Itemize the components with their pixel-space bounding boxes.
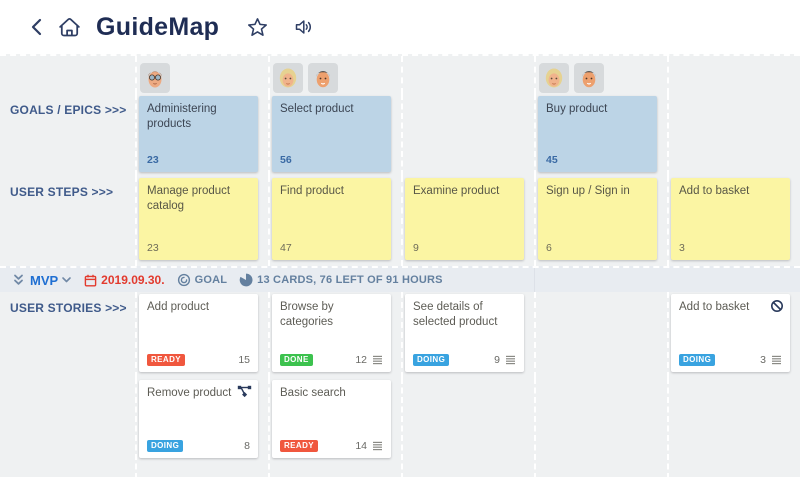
avatar-man-glasses[interactable] <box>140 63 170 93</box>
release-goal-text: GOAL <box>194 274 228 286</box>
status-badge[interactable]: DOING <box>147 440 184 452</box>
card-menu-icon[interactable] <box>372 355 383 365</box>
card-title: Remove product <box>147 387 232 399</box>
column5-avatars <box>667 56 800 94</box>
status-badge[interactable]: DONE <box>280 354 313 366</box>
speaker-icon[interactable] <box>294 18 314 36</box>
card-menu-icon[interactable] <box>771 355 782 365</box>
card-title: Administering products <box>147 103 217 130</box>
stories-row-label-cell: USER STORIES >>> <box>0 292 135 378</box>
board-title: GuideMap <box>96 12 220 41</box>
status-badge[interactable]: READY <box>280 440 319 452</box>
back-icon[interactable] <box>30 17 43 37</box>
step-card[interactable]: Add to basket 3 <box>671 178 790 260</box>
story-card[interactable]: Basic search READY 14 <box>272 380 391 458</box>
card-title: Manage product catalog <box>147 185 231 212</box>
goal-card[interactable]: Administering products 23 <box>139 96 258 172</box>
story-card[interactable]: Remove product DOING 8 <box>139 380 258 458</box>
avatar-row-spacer <box>0 56 135 94</box>
card-estimate: 14 <box>355 440 367 452</box>
card-estimate: 45 <box>546 154 558 166</box>
story-card[interactable]: See details of selected product DOING 9 <box>405 294 524 372</box>
card-title: Examine product <box>413 185 500 197</box>
release-bar: MVP 2019.09.30. GOAL <box>0 266 800 292</box>
goal-card[interactable]: Select product 56 <box>272 96 391 172</box>
card-estimate: 15 <box>238 354 250 366</box>
favorite-star-icon[interactable] <box>247 17 268 38</box>
column3-avatars <box>401 56 534 94</box>
card-title: Buy product <box>546 103 608 115</box>
card-estimate: 12 <box>355 354 367 366</box>
status-badge[interactable]: DOING <box>413 354 450 366</box>
card-estimate: 56 <box>280 154 292 166</box>
column-divider <box>534 268 535 292</box>
card-title: See details of selected product <box>413 301 498 328</box>
goal-target-icon <box>177 273 191 287</box>
card-title: Add to basket <box>679 301 750 313</box>
card-menu-icon[interactable] <box>505 355 516 365</box>
step-card[interactable]: Find product 47 <box>272 178 391 260</box>
card-estimate: 23 <box>147 154 159 166</box>
release-due-date[interactable]: 2019.09.30. <box>84 273 165 287</box>
release-stats[interactable]: 13 CARDS, 76 LEFT OF 91 HOURS <box>239 273 443 287</box>
column4-avatars <box>534 56 667 94</box>
card-title: Basic search <box>280 387 346 399</box>
card-menu-icon[interactable] <box>372 441 383 451</box>
story-card[interactable]: Add to basket DOING 3 <box>671 294 790 372</box>
story-card[interactable]: Browse by categories DONE 12 <box>272 294 391 372</box>
card-title: Select product <box>280 103 354 115</box>
card-estimate: 9 <box>494 354 500 366</box>
step-card[interactable]: Examine product 9 <box>405 178 524 260</box>
avatar-woman-blonde[interactable] <box>539 63 569 93</box>
stories-row-label: USER STORIES >>> <box>10 301 127 315</box>
pie-chart-icon <box>239 273 253 287</box>
card-estimate: 3 <box>760 354 766 366</box>
column1-avatars <box>135 56 268 94</box>
steps-row-label: USER STEPS >>> <box>10 185 114 199</box>
step-card[interactable]: Manage product catalog 23 <box>139 178 258 260</box>
avatar-woman-blonde[interactable] <box>273 63 303 93</box>
card-title: Sign up / Sign in <box>546 185 630 197</box>
blocked-icon[interactable] <box>770 299 784 313</box>
card-title: Find product <box>280 185 344 197</box>
card-title: Add to basket <box>679 185 750 197</box>
card-estimate: 9 <box>413 242 419 254</box>
avatar-man-dark[interactable] <box>574 63 604 93</box>
story-map-board: GOALS / EPICS >>> Administering products… <box>0 54 800 477</box>
release-stats-text: 13 CARDS, 76 LEFT OF 91 HOURS <box>257 274 443 286</box>
story-card[interactable]: Add product READY 15 <box>139 294 258 372</box>
release-date-text: 2019.09.30. <box>101 273 165 287</box>
step-card[interactable]: Sign up / Sign in 6 <box>538 178 657 260</box>
card-estimate: 3 <box>679 242 685 254</box>
column2-avatars <box>268 56 401 94</box>
card-estimate: 6 <box>546 242 552 254</box>
goals-row-label-cell: GOALS / EPICS >>> <box>0 94 135 176</box>
card-estimate: 47 <box>280 242 292 254</box>
collapse-release-icon[interactable] <box>12 273 25 287</box>
card-estimate: 23 <box>147 242 159 254</box>
home-icon[interactable] <box>57 15 82 40</box>
release-menu-chevron-icon[interactable] <box>61 276 72 284</box>
card-title: Add product <box>147 301 210 313</box>
card-title: Browse by categories <box>280 301 334 328</box>
card-estimate: 8 <box>244 440 250 452</box>
mindmap-icon[interactable] <box>237 385 252 398</box>
release-goal[interactable]: GOAL <box>177 273 228 287</box>
goal-card[interactable]: Buy product 45 <box>538 96 657 172</box>
status-badge[interactable]: DOING <box>679 354 716 366</box>
release-name[interactable]: MVP <box>30 272 59 288</box>
avatar-man-dark[interactable] <box>308 63 338 93</box>
steps-row-label-cell: USER STEPS >>> <box>0 176 135 266</box>
top-bar: GuideMap <box>0 0 800 54</box>
calendar-icon <box>84 274 97 287</box>
goals-row-label: GOALS / EPICS >>> <box>10 103 127 117</box>
status-badge[interactable]: READY <box>147 354 186 366</box>
